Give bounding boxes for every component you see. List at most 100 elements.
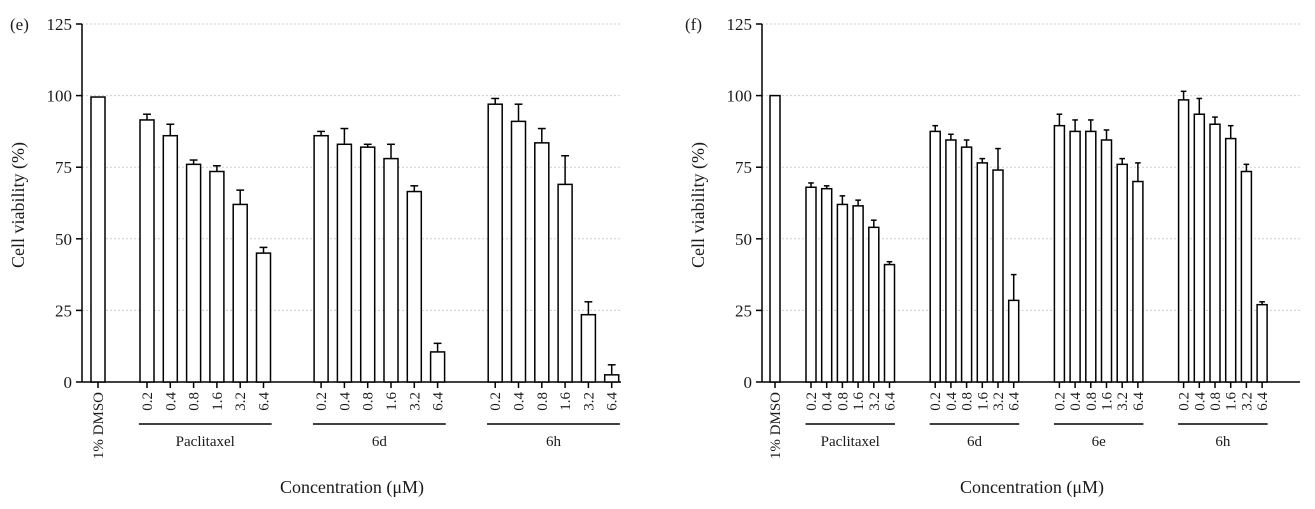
bar-6e-3.2 xyxy=(1116,163,1128,383)
bar-control xyxy=(769,94,781,383)
bar-6d-3.2 xyxy=(992,169,1004,383)
x-tick-label: 0.4 xyxy=(337,392,353,411)
y-tick-label: 25 xyxy=(735,301,752,320)
x-tick-label: 0.4 xyxy=(512,392,528,411)
x-tick-label: 3.2 xyxy=(407,392,423,411)
y-axis-label: Cell viability (%) xyxy=(688,142,709,268)
bar-6d-1.6 xyxy=(383,157,399,383)
bar-paclitaxel-1.6 xyxy=(209,170,225,383)
x-tick-label: 3.2 xyxy=(1115,392,1131,411)
y-tick-label: 75 xyxy=(55,158,72,177)
y-tick-label: 100 xyxy=(727,87,753,106)
x-axis-label: Concentration (μM) xyxy=(280,477,424,498)
x-tick-label: 6.4 xyxy=(1131,392,1147,411)
panel-label: (e) xyxy=(10,15,29,34)
bar-paclitaxel-6.4 xyxy=(883,263,896,383)
y-tick-label: 50 xyxy=(735,230,752,249)
group-label: 6h xyxy=(1215,434,1231,450)
x-tick-label: 1.6 xyxy=(1100,392,1116,411)
group-label: Paclitaxel xyxy=(821,434,880,450)
x-tick-label: 0.8 xyxy=(1208,392,1224,411)
x-tick-label: 0.8 xyxy=(361,392,377,411)
y-tick-label: 75 xyxy=(735,158,752,177)
bar-paclitaxel-0.8 xyxy=(836,203,849,383)
bar-6d-0.2 xyxy=(313,134,329,383)
x-tick-label: 6.4 xyxy=(605,392,621,411)
x-tick-label: 1.6 xyxy=(851,392,867,411)
chart-panel-2: (f) 0 25 50 75 100 125 Cell viability (%) 1% DMS… xyxy=(685,15,1300,498)
chart-panel-1: (e) 0 25 50 75 100 125 Cell viability (%) 1% DMS… xyxy=(8,15,621,498)
bar-paclitaxel-0.4 xyxy=(162,134,179,383)
bar-6h-0.8 xyxy=(1209,123,1221,383)
y-tick-label: 25 xyxy=(55,301,72,320)
x-tick-label-control: 1% DMSO xyxy=(91,392,107,459)
bar-6d-0.2 xyxy=(929,130,941,383)
x-tick-label: 0.4 xyxy=(944,392,960,411)
bar-paclitaxel-3.2 xyxy=(868,226,880,383)
bar-6h-1.6 xyxy=(1224,137,1237,383)
x-tick-label: 3.2 xyxy=(233,392,249,411)
group-label: 6h xyxy=(546,434,562,450)
x-tick-label: 0.8 xyxy=(187,392,203,411)
x-tick-label: 0.4 xyxy=(820,392,836,411)
x-tick-label: 1.6 xyxy=(384,392,400,411)
x-tick-label: 0.4 xyxy=(163,392,179,411)
group-label: 6e xyxy=(1092,434,1107,450)
bar-6d-6.4 xyxy=(1007,299,1020,383)
x-tick-label: 3.2 xyxy=(991,392,1007,411)
x-tick-label: 0.2 xyxy=(1052,392,1068,411)
x-tick-label: 0.8 xyxy=(960,392,976,411)
bar-6h-0.2 xyxy=(487,103,503,383)
bar-6d-1.6 xyxy=(976,162,989,383)
bar-6d-0.4 xyxy=(945,139,957,383)
bar-6d-3.2 xyxy=(406,190,423,383)
x-tick-label: 0.4 xyxy=(1192,392,1208,411)
x-tick-label-control: 1% DMSO xyxy=(768,392,784,459)
x-tick-label: 0.8 xyxy=(1084,392,1100,411)
y-tick-label: 125 xyxy=(727,15,753,34)
bar-paclitaxel-0.2 xyxy=(805,186,817,383)
x-tick-label: 0.2 xyxy=(488,392,504,411)
bar-6e-0.8 xyxy=(1085,130,1097,383)
bar-6e-6.4 xyxy=(1132,180,1144,383)
y-axis-label: Cell viability (%) xyxy=(8,142,29,268)
bar-6h-0.2 xyxy=(1177,99,1190,383)
bar-6h-0.4 xyxy=(510,120,527,383)
bar-6e-0.4 xyxy=(1069,130,1081,383)
group-label: 6d xyxy=(967,434,983,450)
bar-6h-6.4 xyxy=(603,374,620,383)
bar-6d-0.4 xyxy=(336,143,353,383)
bar-paclitaxel-1.6 xyxy=(852,205,864,383)
group-label: 6d xyxy=(372,434,388,450)
x-tick-label: 0.4 xyxy=(1068,392,1084,411)
x-tick-label: 0.8 xyxy=(835,392,851,411)
panel-label: (f) xyxy=(685,15,702,34)
bar-control xyxy=(90,96,106,383)
x-tick-label: 6.4 xyxy=(1255,392,1271,411)
bar-6h-0.8 xyxy=(534,142,550,383)
y-tick-label: 0 xyxy=(64,373,73,392)
bar-6h-0.4 xyxy=(1193,113,1206,383)
x-tick-label: 1.6 xyxy=(1224,392,1240,411)
y-tick-label: 125 xyxy=(47,15,73,34)
y-tick-label: 50 xyxy=(55,230,72,249)
y-tick-label: 100 xyxy=(47,87,73,106)
bar-6h-3.2 xyxy=(580,313,597,383)
bar-6d-0.8 xyxy=(359,146,376,383)
x-tick-label: 6.4 xyxy=(1007,392,1023,411)
x-tick-label: 6.4 xyxy=(883,392,899,411)
x-tick-label: 1.6 xyxy=(210,392,226,411)
x-tick-label: 1.6 xyxy=(558,392,574,411)
x-tick-label: 3.2 xyxy=(1239,392,1255,411)
bar-6d-6.4 xyxy=(429,351,446,383)
x-tick-label: 6.4 xyxy=(257,392,273,411)
x-tick-label: 6.4 xyxy=(431,392,447,411)
bar-6e-0.2 xyxy=(1053,124,1066,383)
bar-6h-1.6 xyxy=(557,183,573,383)
x-tick-label: 3.2 xyxy=(581,392,597,411)
x-tick-label: 3.2 xyxy=(867,392,883,411)
x-tick-label: 0.2 xyxy=(804,392,820,411)
bar-paclitaxel-0.8 xyxy=(185,163,202,383)
bar-6d-0.8 xyxy=(960,146,973,383)
